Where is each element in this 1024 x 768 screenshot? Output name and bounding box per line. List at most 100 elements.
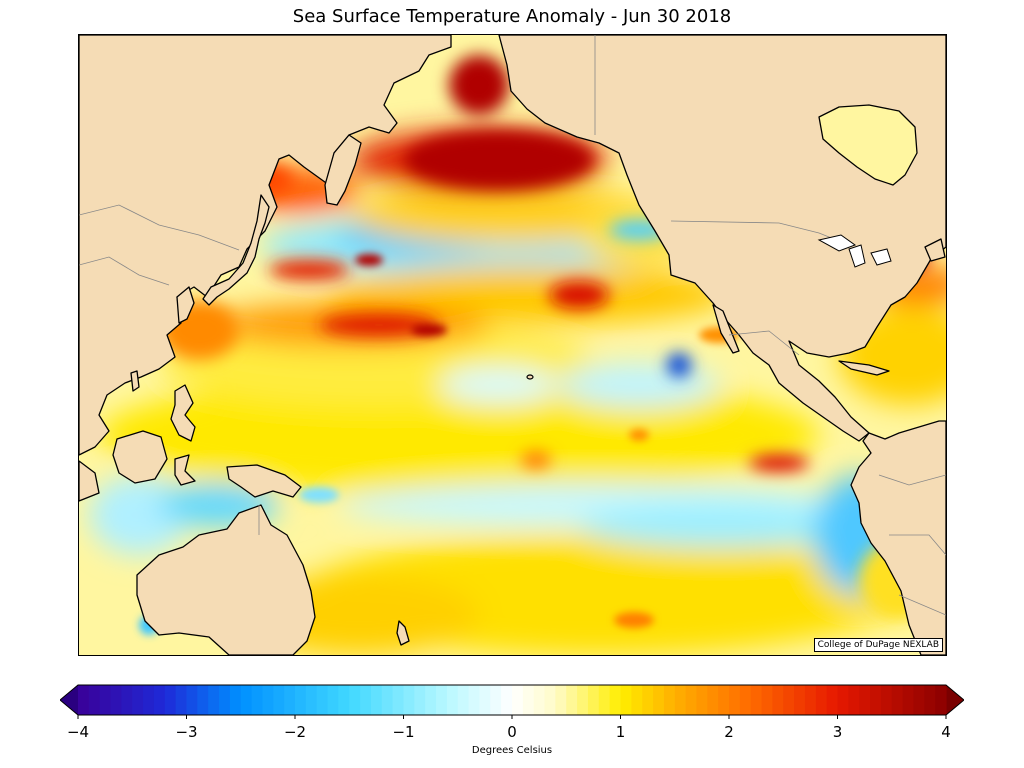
japan xyxy=(202,194,270,306)
hawaii xyxy=(526,374,534,380)
colorbar-cell xyxy=(457,685,470,715)
colorbar-cell xyxy=(251,685,264,715)
colorbar-cell xyxy=(642,685,654,715)
new-guinea xyxy=(226,464,302,498)
colorbar-cell xyxy=(804,685,817,715)
colorbar-cell xyxy=(533,685,546,715)
colorbar-under-extend xyxy=(60,685,78,715)
colorbar-cell xyxy=(425,685,437,715)
colorbar-tick-label: −3 xyxy=(175,723,198,741)
colorbar-cell xyxy=(349,685,361,715)
colorbar-cells xyxy=(60,684,964,716)
colorbar-cell xyxy=(815,685,828,715)
colorbar-cell xyxy=(685,685,698,715)
colorbar-cell xyxy=(143,685,155,715)
colorbar-cell xyxy=(696,685,708,715)
colorbar-cell xyxy=(370,685,383,715)
colorbar-cell xyxy=(262,685,274,715)
colorbar-cell xyxy=(468,685,481,715)
kamchatka xyxy=(324,134,362,206)
colorbar-tick-label: 2 xyxy=(724,723,734,741)
sumatra xyxy=(79,460,100,502)
colorbar-cell xyxy=(175,685,188,715)
colorbar-cell xyxy=(653,685,665,715)
colorbar-cell xyxy=(609,685,622,715)
colorbar-cell xyxy=(78,685,90,715)
taiwan xyxy=(130,370,140,392)
colorbar-cell xyxy=(761,685,773,715)
colorbar-cell xyxy=(577,685,589,715)
colorbar-cell xyxy=(338,685,350,715)
colorbar-cell xyxy=(555,685,567,715)
colorbar-cell xyxy=(132,685,144,715)
colorbar-cell xyxy=(913,685,925,715)
colorbar-cell xyxy=(479,685,491,715)
colorbar-cell xyxy=(837,685,849,715)
colorbar-tick-label: 3 xyxy=(832,723,843,741)
australia xyxy=(136,504,316,655)
map-title: Sea Surface Temperature Anomaly - Jun 30… xyxy=(292,6,732,27)
colorbar-cell xyxy=(490,685,502,715)
colorbar-cell xyxy=(512,685,524,715)
colorbar-cell xyxy=(880,685,893,715)
colorbar-cell xyxy=(305,685,318,715)
colorbar-cell xyxy=(891,685,904,715)
land-masses xyxy=(79,35,946,655)
colorbar-cell xyxy=(674,685,687,715)
colorbar-cell xyxy=(739,685,752,715)
colorbar-cell xyxy=(902,685,915,715)
colorbar-cell xyxy=(186,685,198,715)
philippines xyxy=(170,384,196,442)
korea xyxy=(176,286,195,324)
colorbar-cell xyxy=(663,685,676,715)
colorbar-cell xyxy=(870,685,882,715)
colorbar xyxy=(60,684,964,719)
colorbar-cell xyxy=(598,685,611,715)
colorbar-cell xyxy=(750,685,763,715)
newfoundland xyxy=(924,238,946,262)
colorbar-cell xyxy=(295,685,307,715)
colorbar-cell xyxy=(327,685,339,715)
colorbar-cell xyxy=(273,685,285,715)
baja-california xyxy=(712,304,740,354)
colorbar-cell xyxy=(826,685,839,715)
colorbar-cell xyxy=(240,685,253,715)
sulawesi xyxy=(174,454,196,486)
colorbar-cell xyxy=(566,685,578,715)
colorbar-tick-label: −2 xyxy=(283,723,307,741)
colorbar-ticks xyxy=(77,715,947,719)
colorbar-cell xyxy=(729,685,741,715)
colorbar-cell xyxy=(229,685,242,715)
colorbar-cell xyxy=(403,685,415,715)
colorbar-cell xyxy=(501,685,513,715)
colorbar-label: Degrees Celsius xyxy=(471,745,553,756)
colorbar-cell xyxy=(631,685,643,715)
colorbar-cell xyxy=(392,685,405,715)
colorbar-tick-label: 0 xyxy=(507,723,517,741)
colorbar-cell xyxy=(718,685,730,715)
colorbar-over-extend xyxy=(946,685,964,715)
colorbar-tick-label: −4 xyxy=(66,723,90,741)
credit-label: College of DuPage NEXLAB xyxy=(813,638,943,652)
colorbar-cell xyxy=(284,685,296,715)
colorbar-cell xyxy=(110,685,122,715)
colorbar-cell xyxy=(859,685,871,715)
colorbar-cell xyxy=(219,685,231,715)
sst-anomaly-map xyxy=(79,35,946,655)
colorbar-cell xyxy=(794,685,806,715)
colorbar-tick-label: 4 xyxy=(941,723,951,741)
colorbar-cell xyxy=(360,685,372,715)
colorbar-cell xyxy=(88,685,101,715)
asia-landmass xyxy=(79,35,452,456)
new-zealand xyxy=(396,620,410,646)
colorbar-cell xyxy=(848,685,860,715)
hudson-bay xyxy=(818,104,918,186)
colorbar-cell xyxy=(121,685,133,715)
colorbar-cell xyxy=(544,685,556,715)
colorbar-cell xyxy=(164,685,177,715)
colorbar-cell xyxy=(446,685,459,715)
south-america xyxy=(850,420,946,655)
colorbar-cell xyxy=(436,685,448,715)
colorbar-cell xyxy=(587,685,600,715)
colorbar-cell xyxy=(197,685,209,715)
